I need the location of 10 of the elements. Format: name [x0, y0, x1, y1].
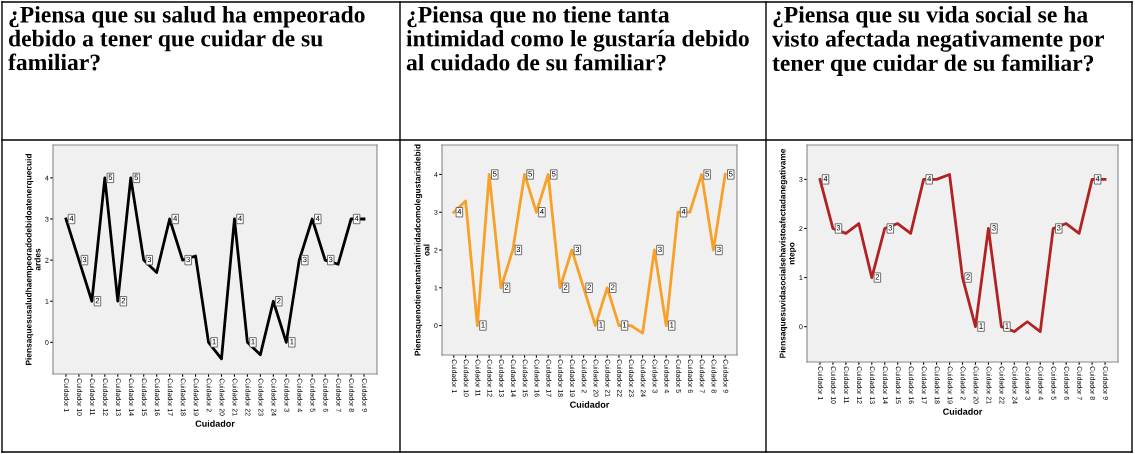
- chart-title: ¿Piensa que no tiene tanta intimidad como le gustaría debido al cuidado de su familiar?: [406, 6, 749, 71]
- line-series: [818, 173, 1107, 333]
- y-axis-title: Piensaquesuvidasocialsehavistoafectadanegativame ntepo: [779, 148, 797, 358]
- y-axis-title: Piensaquesusaludhaempeoradodebidoatenerquecuid ardes: [25, 154, 41, 365]
- y-axis-title: Piensaquenotienetantaintimidadcomolegustariadebid oal: [414, 144, 430, 356]
- chart-title: ¿Piensa que su vida social se ha visto afectada negativamente por tener que cuidar de su familiar?: [772, 6, 1104, 76]
- x-axis-title: Cuidador: [195, 420, 235, 427]
- x-axis-title: Cuidador: [570, 401, 610, 408]
- chart-title: ¿Piensa que su salud ha empeorado debido a tener que cuidar de su familiar?: [8, 6, 365, 71]
- x-axis-title: Cuidador: [943, 408, 983, 415]
